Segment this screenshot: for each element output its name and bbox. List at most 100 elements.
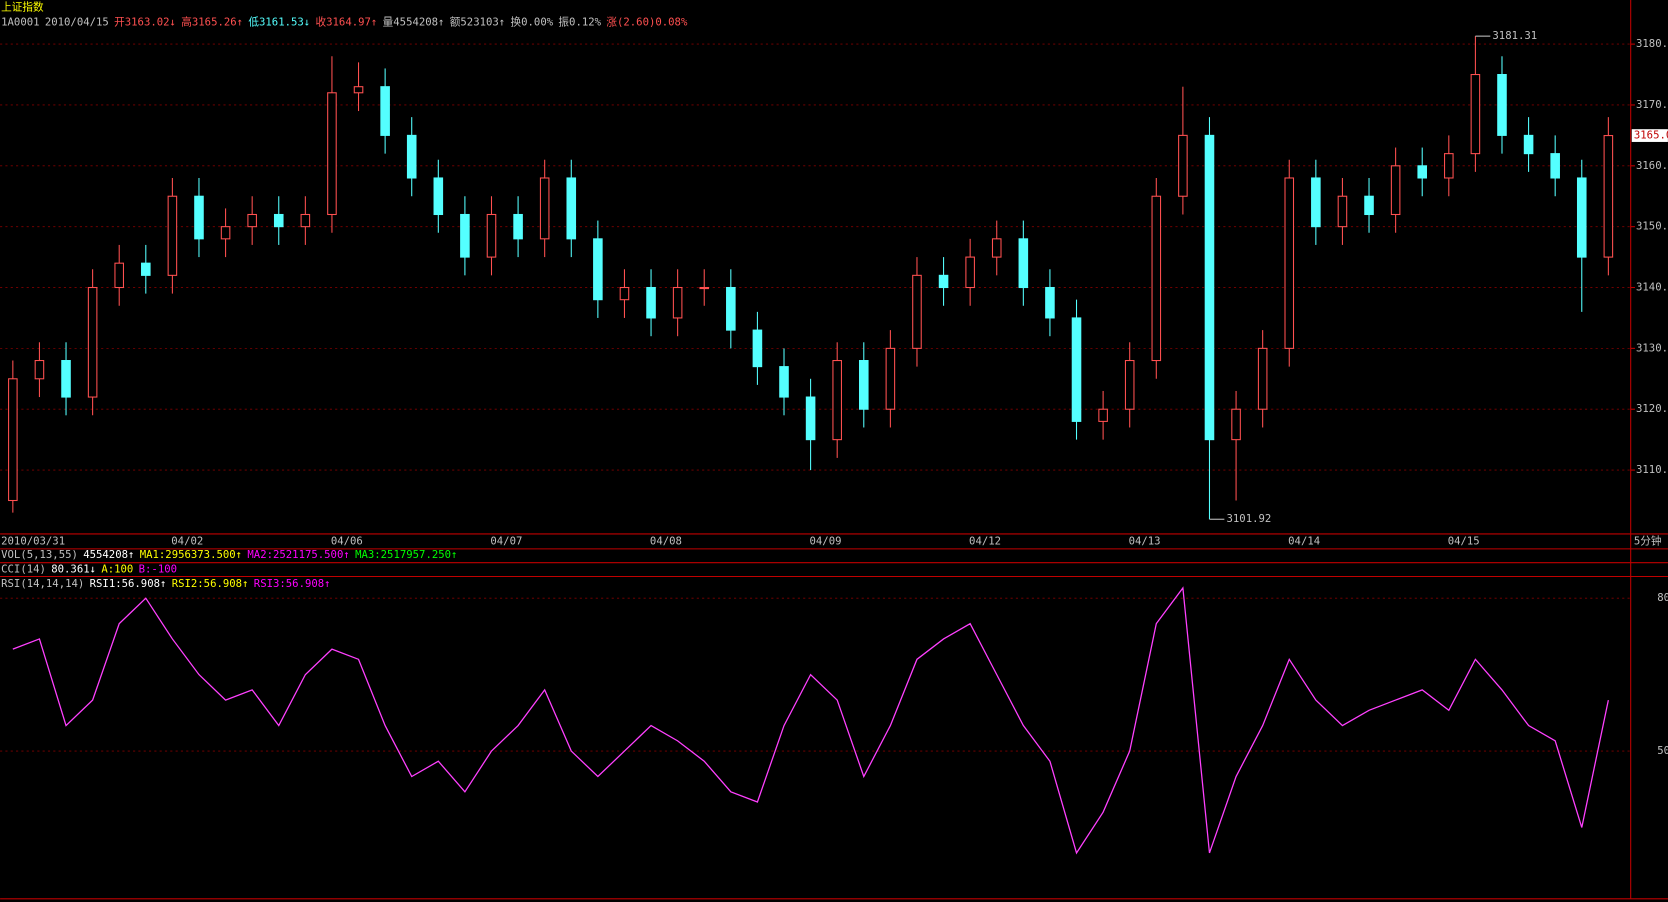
x-tick-label: 04/14 [1288,534,1320,547]
info-item: 量4554208↑ [383,15,445,28]
candle-body [726,286,736,331]
info-item: 收3164.97↑ [316,15,378,28]
candle-body [832,360,842,441]
candle-body [619,286,630,301]
candle-body [1390,165,1401,216]
info-item: MA3:2517957.250↑ [355,548,457,561]
candle-body [1497,73,1507,136]
candle-body [539,177,550,240]
candle-body [1231,408,1241,441]
x-tick-label: 04/15 [1448,534,1480,547]
candle-body [593,238,603,301]
info-item: RSI1:56.908↑ [90,577,167,590]
candle-body [858,360,869,410]
info-item: 低3161.53↓ [248,15,310,28]
candle-body [1364,195,1374,216]
candle-body [194,195,204,240]
x-tick-label: 04/12 [969,534,1001,547]
annotation: 3101.92 [1226,512,1271,525]
info-item: RSI3:56.908↑ [254,577,331,590]
candle-body [1098,408,1108,422]
info-item: 开3163.02↓ [114,15,176,28]
x-tick-label: 04/13 [1129,534,1161,547]
annotation: 3181.31 [1492,29,1537,42]
candle-body [460,213,470,258]
candle-body [406,134,417,179]
info-line: 1A0001 2010/04/15 开3163.02↓ 高3165.26↑ 低3161.… [1,15,688,28]
x-tick-label: 2010/03/31 [1,534,65,547]
candle-body [779,366,789,398]
candle-body [114,262,124,289]
candle-body [672,286,683,319]
candle-body [805,396,816,441]
candle-body [486,213,497,258]
y-tick-label: 3140.0 [1636,281,1668,294]
y-tick-label: 3160.0 [1636,159,1668,172]
x-tick-label: 04/02 [171,534,203,547]
candle-body [513,213,523,240]
y-tick-label: 50 [1657,744,1668,757]
candle-body [1178,134,1188,197]
candle-body [8,378,18,502]
candle-body [1470,73,1481,155]
candle-body [167,195,178,276]
candle-body [752,329,763,368]
info-item: MA1:2956373.500↑ [140,548,242,561]
candle-body [247,213,257,228]
candle-body [380,86,390,136]
info-line: VOL(5,13,55) 4554208↑ MA1:2956373.500↑ MA2:… [1,548,457,561]
candle-body [1311,177,1321,228]
candle-body [699,286,710,290]
candle-body [141,262,151,276]
x-tick-label: 04/06 [331,534,363,547]
x-tick-label: 04/07 [490,534,522,547]
candle-body [1550,153,1560,179]
candle-body [1603,135,1614,258]
info-item: RSI2:56.908↑ [172,577,249,590]
info-line: RSI(14,14,14) RSI1:56.908↑ RSI2:56.908↑ RSI… [1,577,330,590]
candle-body [991,238,1002,258]
y-tick-label: 80 [1657,591,1668,604]
info-item: B:-100 [139,563,177,576]
info-item: 80.361↓ [51,563,96,576]
candle-body [965,256,975,289]
last-price-tag [1631,129,1668,142]
candle-body [1417,165,1428,179]
candle-body [1071,317,1082,422]
candle-body [1018,238,1029,289]
candle-body [885,347,896,410]
y-tick-label: 3130.0 [1636,341,1668,354]
info-item: VOL(5,13,55) [1,548,78,561]
info-item: RSI(14,14,14) [1,577,84,590]
info-item: 2010/04/15 [45,15,109,28]
info-item: 4554208↑ [83,548,134,561]
candle-body [1576,177,1587,258]
last-price-label: 3165.0 [1634,129,1668,142]
title: 上证指数 [1,0,44,13]
info-item: 涨(2.60)0.08% [606,15,688,28]
candle-body [1257,347,1268,410]
candle-body [566,177,577,240]
y-tick-label: 3120.0 [1636,402,1668,415]
candle-body [34,360,45,380]
info-item: 1A0001 [1,15,39,28]
candle-body [912,274,922,349]
candle-body [1523,134,1534,155]
candle-body [273,213,284,228]
info-item: 振0.12% [558,15,601,28]
period-label: 5分钟 [1634,534,1662,547]
candle-body [1124,360,1135,410]
candle-body [1444,153,1454,179]
info-item: 换0.00% [511,15,554,28]
candle-body [1204,134,1215,441]
y-tick-label: 3110.0 [1636,463,1668,476]
candle-body [327,92,337,216]
y-tick-label: 3170.0 [1636,98,1668,111]
candle-body [61,360,71,398]
candle-body [1337,195,1348,228]
candle-body [938,274,949,289]
candle-body [433,177,444,216]
info-item: A:100 [101,563,133,576]
